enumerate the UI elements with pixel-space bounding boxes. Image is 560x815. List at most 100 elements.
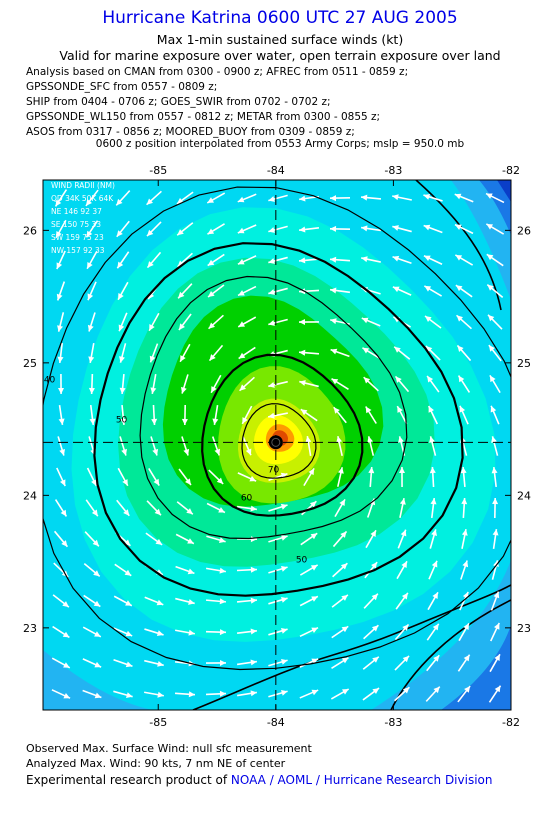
wind-vector-arrow (148, 312, 160, 332)
wind-vector-arrow (426, 654, 440, 672)
wind-contour-60 (201, 353, 364, 517)
wind-vector-arrow (423, 224, 443, 234)
wind-vector-arrow (491, 560, 499, 580)
wind-vector-arrow (116, 499, 130, 517)
wind-vector-arrow (332, 562, 348, 578)
wind-contours: 40 50 50 60 70 (43, 186, 511, 671)
wind-vector-arrow (206, 192, 226, 204)
wind-vector-arrow (57, 312, 65, 332)
wind-vector-arrow (85, 220, 99, 238)
observed-max-wind: Observed Max. Surface Wind: null sfc mea… (26, 742, 312, 755)
wind-vector-arrow (298, 288, 320, 295)
wind-vector-arrow (146, 221, 162, 237)
wind-vector-arrow (485, 223, 505, 235)
wind-vector-arrow (298, 319, 320, 325)
wind-vector-arrow (365, 406, 377, 424)
wind-vector-arrow (299, 689, 319, 699)
credit-prefix: Experimental research product of (26, 773, 231, 787)
contour-label: 40 (44, 375, 56, 385)
wind-vector-arrow (57, 342, 64, 364)
wind-vector-arrow (236, 566, 258, 573)
wind-vector-arrow (429, 529, 437, 549)
wind-vector-arrow (360, 194, 382, 201)
wind-vector-arrow (205, 629, 227, 636)
x-tick-label-top: -82 (502, 164, 520, 177)
wind-vector-arrow (117, 281, 129, 301)
wind-vector-arrow (207, 284, 225, 298)
credit-organization-link[interactable]: NOAA / AOML / Hurricane Research Divisio… (230, 773, 493, 787)
wind-vector-arrow (333, 406, 347, 424)
plot-frame (42, 179, 512, 711)
wind-vector-arrow (363, 593, 379, 609)
analyzed-max-wind: Analyzed Max. Wind: 90 kts, 7 nm NE of c… (26, 757, 286, 770)
wind-vector-arrow (331, 625, 349, 639)
wind-vector-arrow (362, 656, 380, 670)
wind-vector-arrow (394, 686, 410, 702)
wind-vector-arrow (368, 466, 375, 488)
wind-vector-arrow (144, 691, 164, 698)
x-tick-label-top: -84 (267, 164, 285, 177)
wind-vector-arrow (82, 689, 102, 699)
wind-vector-arrow (268, 225, 288, 233)
wind-vector-arrow (299, 658, 319, 668)
wind-vector-arrow (83, 563, 101, 577)
wind-vector-arrow (303, 467, 315, 487)
wind-vector-arrow (115, 190, 131, 206)
wind-vector-arrow (396, 560, 408, 580)
wind-vector-arrow (83, 594, 101, 608)
wind-vector-arrow (363, 376, 379, 392)
wind-vector-arrow (268, 628, 288, 636)
wind-radii-table: WIND RADII (NM) QD 34K 50K 64K NE 146 92… (51, 181, 115, 255)
wind-vector-arrow (207, 223, 225, 235)
wind-radii-row: SE 150 75 33 (51, 220, 101, 229)
wind-vector-arrow (331, 594, 349, 608)
wind-vector-arrow (329, 256, 351, 263)
wind-vector-arrow (119, 373, 126, 395)
y-tick-label-left: 24 (23, 489, 37, 502)
wind-vector-arrow (144, 596, 164, 606)
wind-vector-arrow (236, 690, 258, 697)
wind-vector-arrow (58, 404, 65, 426)
wind-vector-arrow (58, 373, 64, 395)
wind-vector-arrow (57, 436, 65, 456)
x-tick-label-top: -85 (149, 164, 167, 177)
wind-vector-arrow (181, 374, 189, 394)
wind-vector-arrow (332, 530, 348, 548)
wind-contour-50 (93, 242, 464, 597)
wind-vector-arrow (151, 404, 158, 426)
wind-vector-arrow (430, 497, 437, 519)
wind-vector-arrow (205, 690, 227, 697)
wind-vector-arrow (427, 591, 439, 611)
wind-vector-arrow (330, 688, 350, 700)
wind-vector-arrow (206, 535, 226, 543)
wind-vector-arrow (299, 564, 319, 576)
analysis-source-line: GPSSONDE_WL150 from 0557 - 0812 z; METAR… (26, 111, 381, 123)
wind-vector-arrow (396, 405, 408, 425)
wind-vector-arrow (179, 343, 191, 363)
wind-vector-arrow (208, 314, 224, 330)
coastline-keys (192, 584, 511, 710)
wind-vector-arrow (305, 436, 312, 456)
wind-vector-arrow (423, 194, 443, 202)
wind-vector-arrow (238, 346, 256, 360)
contour-label: 50 (116, 415, 128, 425)
wind-vector-arrow (491, 436, 499, 456)
wind-vector-arrow (487, 314, 503, 330)
wind-vector-arrow (178, 468, 192, 486)
wind-vector-arrow (268, 659, 288, 667)
interpolation-note: 0600 z position interpolated from 0553 A… (95, 138, 465, 150)
wind-vector-arrow (364, 561, 378, 579)
wind-vector-arrow (458, 622, 470, 642)
wind-vector-arrow (299, 626, 319, 638)
wind-vector-arrow (331, 378, 349, 390)
wind-vector-arrow (268, 256, 288, 264)
wind-vector-arrow (298, 349, 320, 356)
wind-vector-arrow (455, 284, 473, 298)
wind-vector-arrow (300, 408, 318, 422)
wind-vector-arrow (206, 567, 226, 574)
wind-vector-arrow (429, 436, 437, 456)
wind-vector-arrow (86, 250, 98, 270)
wind-vector-arrow (52, 625, 70, 639)
wind-vector-arrow (89, 404, 96, 426)
wind-vector-arrow (268, 194, 288, 202)
